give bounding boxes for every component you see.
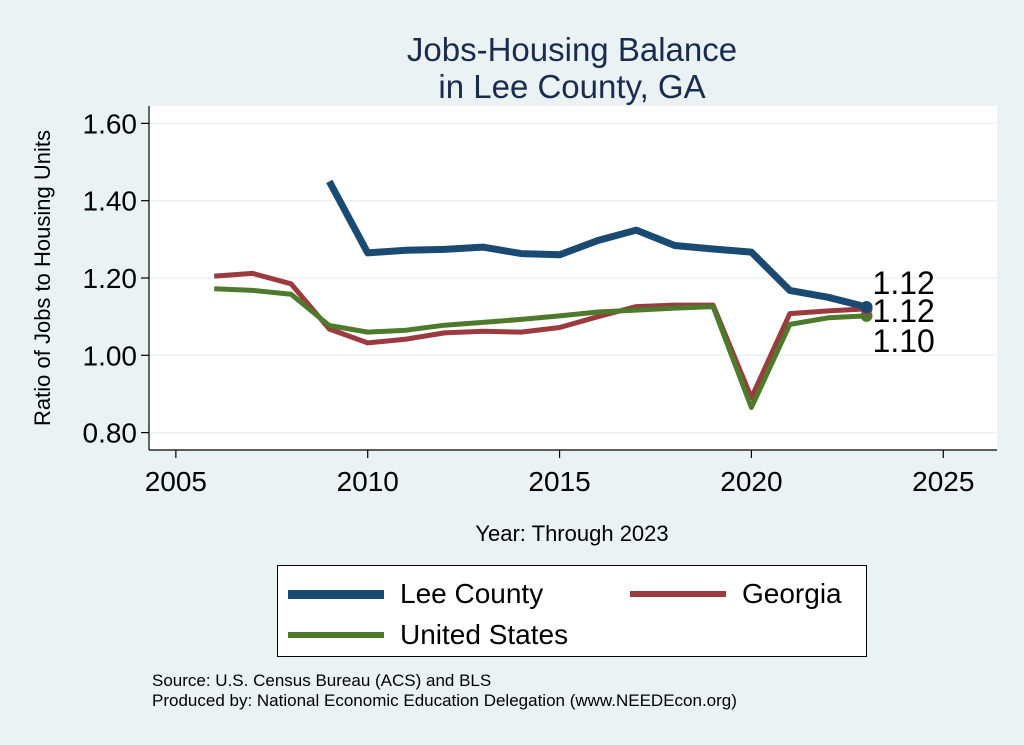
legend-swatch-lee-county (288, 589, 384, 599)
x-tick-label: 2020 (720, 466, 782, 497)
legend-item-lee-county: Lee County (288, 578, 543, 610)
y-tick-label: 1.60 (83, 108, 138, 139)
data-label-georgia: 1.12 (873, 293, 935, 329)
chart-title-line-1: Jobs-Housing Balance (406, 31, 738, 68)
x-tick-label: 2015 (528, 466, 590, 497)
line-chart: 0.80 1.00 1.20 1.40 1.60 2005 2010 2015 2020 2025… (30, 106, 997, 497)
y-axis-label: Ratio of Jobs to Housing Units (30, 130, 55, 426)
y-tick-label: 1.20 (83, 263, 138, 294)
data-label-lee-county: 1.12 (873, 265, 935, 301)
end-marker-lee-county (860, 300, 873, 313)
x-tick-label: 2025 (912, 466, 974, 497)
x-tick-label: 2005 (145, 466, 207, 497)
legend-swatch-united-states (288, 632, 384, 638)
x-tick-label: 2010 (337, 466, 399, 497)
legend: Lee County Georgia United States (277, 565, 867, 657)
legend-label-lee-county: Lee County (400, 578, 544, 609)
series-line-united-states (214, 286, 867, 410)
data-label-united-states: 1.10 (873, 323, 935, 359)
legend-swatch-georgia (630, 591, 726, 597)
legend-item-united-states: United States (288, 619, 568, 651)
chart-title-line-2: in Lee County, GA (438, 68, 706, 105)
source-note: Source: U.S. Census Bureau (ACS) and BLS… (152, 671, 737, 711)
y-tick-label: 1.40 (83, 186, 138, 217)
y-tick-label: 0.80 (83, 418, 138, 449)
producer-line: Produced by: National Economic Education… (152, 691, 737, 710)
legend-item-georgia: Georgia (630, 578, 842, 610)
series-line-lee-county (326, 179, 868, 311)
source-line: Source: U.S. Census Bureau (ACS) and BLS (152, 671, 492, 690)
legend-label-united-states: United States (400, 619, 569, 650)
y-tick-label: 1.00 (83, 340, 138, 371)
legend-label-georgia: Georgia (742, 578, 842, 609)
x-axis-label: Year: Through 2023 (475, 521, 669, 546)
